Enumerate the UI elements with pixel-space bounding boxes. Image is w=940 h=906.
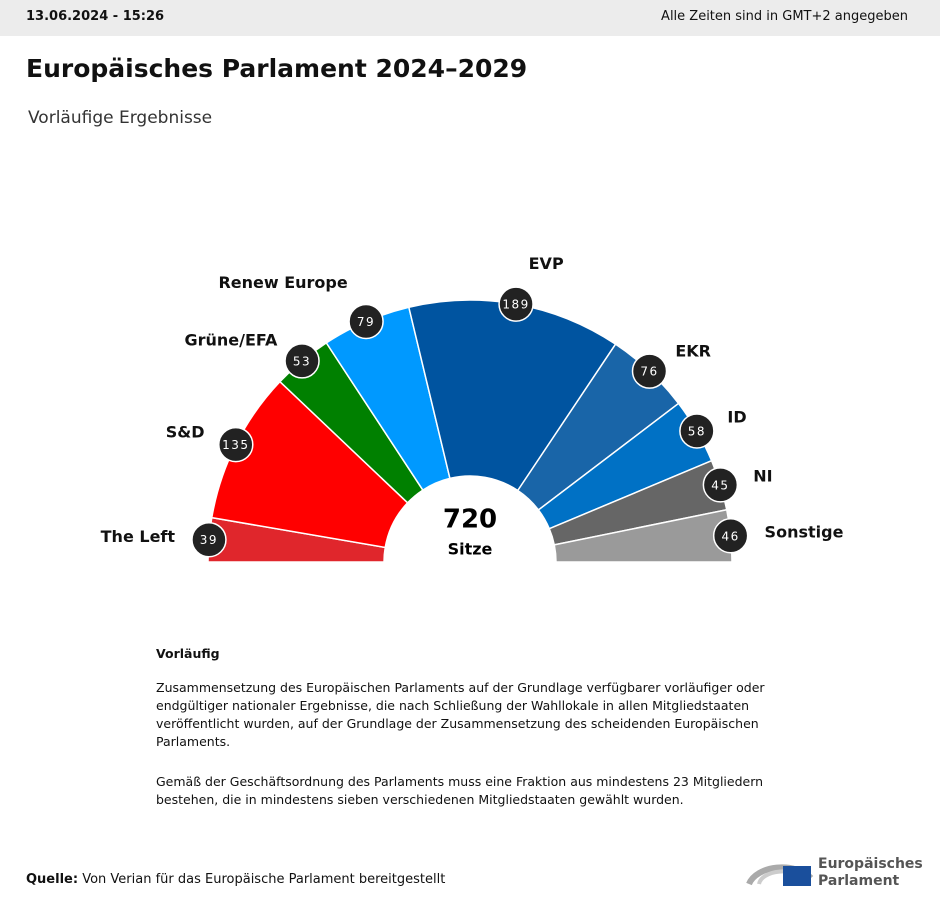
category-label: The Left (101, 527, 176, 546)
value-badge (679, 413, 715, 449)
source: Quelle: Von Verian für das Europäische P… (26, 872, 445, 887)
value-badge (712, 518, 749, 554)
value-badge (218, 426, 254, 463)
category-label: Renew Europe (218, 273, 347, 292)
value-badge (191, 521, 227, 558)
category-label: EVP (529, 254, 564, 273)
logo-text: Parlament (818, 873, 900, 889)
value-label: 45 (711, 478, 729, 492)
source-label: Quelle: (26, 872, 79, 887)
seat-segment (210, 380, 409, 549)
logo: Europäisches Parlament (746, 856, 923, 889)
value-badge (284, 343, 320, 379)
logo-flag (783, 866, 811, 886)
value-badge (631, 353, 668, 389)
seat-segment (407, 299, 617, 492)
value-label: 58 (688, 425, 706, 439)
value-label: 53 (293, 354, 311, 368)
notes-heading: Vorläufig (156, 646, 220, 661)
note-paragraph: Gemäß der Geschäftsordnung des Parlament… (156, 774, 764, 807)
timezone-note: Alle Zeiten sind in GMT+2 angegeben (661, 9, 908, 24)
category-label: EKR (675, 342, 711, 361)
chart: 39 The Left 135 S&D 53 Grüne/EFA 79 Renew Europ… (101, 254, 844, 563)
value-badge (702, 467, 739, 503)
chart-subtitle: Vorläufige Ergebnisse (28, 108, 213, 128)
value-badge (348, 303, 384, 340)
category-label: Grüne/EFA (184, 330, 278, 349)
chart-title: Europäisches Parlament 2024–2029 (26, 54, 528, 83)
note-paragraph: Zusammensetzung des Europäischen Parlame… (156, 680, 765, 749)
category-label: ID (727, 408, 746, 427)
value-label: 46 (722, 529, 740, 543)
source-text: Von Verian für das Europäische Parlament… (82, 872, 446, 887)
notes: Vorläufig Zusammensetzung des Europäisch… (156, 645, 796, 831)
value-label: 135 (222, 438, 249, 452)
total-value: 720 (443, 505, 497, 535)
top-bar: 13.06.2024 - 15:26 Alle Zeiten sind in G… (0, 0, 940, 36)
total-label: Sitze (448, 540, 493, 559)
value-label: 189 (502, 298, 529, 312)
value-label: 76 (640, 365, 658, 379)
category-label: S&D (166, 422, 205, 441)
value-label: 39 (200, 533, 218, 547)
value-label: 79 (357, 315, 375, 329)
timestamp: 13.06.2024 - 15:26 (26, 9, 165, 24)
value-badge (498, 286, 534, 322)
logo-text: Europäisches (818, 856, 923, 872)
category-label: NI (753, 467, 772, 486)
category-label: Sonstige (765, 523, 844, 542)
